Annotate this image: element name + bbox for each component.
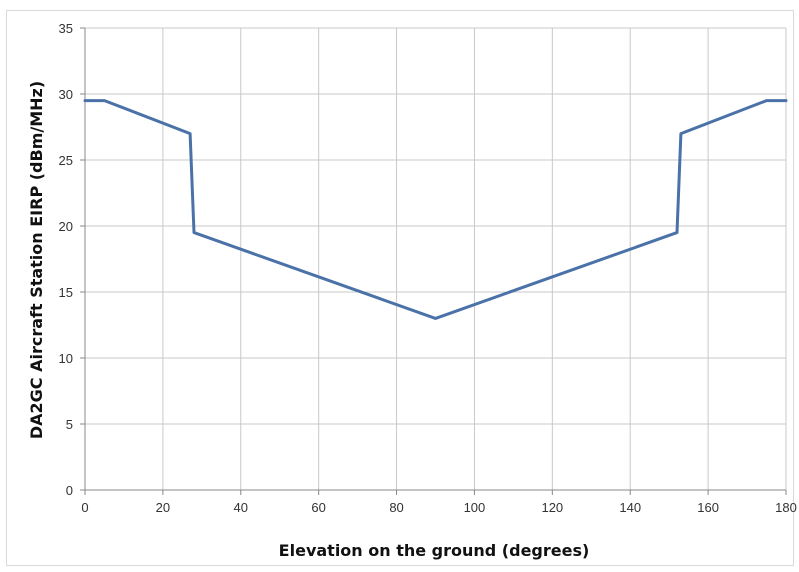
x-tick-label: 120 (541, 500, 563, 515)
y-tick-label: 30 (59, 87, 73, 102)
data-series (83, 99, 788, 320)
gridlines (85, 27, 787, 490)
y-tick-label: 10 (59, 351, 73, 366)
axes (80, 27, 787, 495)
x-tick-label: 80 (389, 500, 403, 515)
series-line (83, 99, 788, 320)
x-tick-label: 40 (234, 500, 248, 515)
x-tick-label: 160 (697, 500, 719, 515)
chart-frame (6, 10, 794, 566)
x-tick-label: 180 (775, 500, 797, 515)
y-tick-label: 0 (66, 483, 73, 498)
y-tick-label: 35 (59, 21, 73, 36)
x-axis-tick-labels: 0 20 40 60 80 100 120 140 160 180 (81, 500, 796, 515)
x-tick-label: 140 (619, 500, 641, 515)
x-axis-title: Elevation on the ground (degrees) (279, 541, 590, 560)
y-tick-label: 20 (59, 219, 73, 234)
y-tick-label: 15 (59, 285, 73, 300)
x-tick-label: 100 (464, 500, 486, 515)
y-tick-label: 25 (59, 153, 73, 168)
y-axis-title: DA2GC Aircraft Station EIRP (dBm/MHz) (27, 81, 46, 439)
y-axis-tick-labels: 0 5 10 15 20 25 30 35 (59, 21, 73, 498)
x-tick-label: 20 (156, 500, 170, 515)
x-tick-label: 0 (81, 500, 88, 515)
y-tick-label: 5 (66, 417, 73, 432)
x-tick-label: 60 (311, 500, 325, 515)
